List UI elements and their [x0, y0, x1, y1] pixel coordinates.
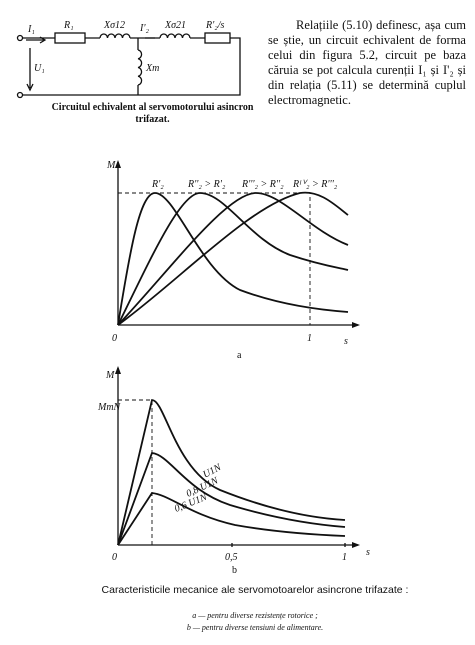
curve-label: Rᴵⱽ₂ > R'''₂: [292, 179, 338, 190]
paragraph: Relațiile (5.10) definesc, așa cum se șt…: [268, 18, 466, 107]
curve-label: R'₂: [151, 179, 164, 190]
curve-label: R'''₂ > R''₂: [241, 179, 284, 190]
x-tick-label: 0,5: [225, 552, 238, 563]
curve-label: R''₂ > R'₂: [187, 179, 226, 190]
label: I₁: [27, 24, 35, 35]
label: R₁: [63, 20, 74, 31]
caption-box: Circuitul echivalent al servomotorului a…: [51, 102, 254, 125]
caption-line: a — pentru diverse rezistențe rotorice ;: [192, 611, 318, 620]
figure-a: M R'₂ R''₂ > R'₂ R'''₂ > R''₂ Rᴵⱽ₂ > R''…: [106, 160, 360, 361]
circuit-caption: Circuitul echivalent al servomotorului a…: [51, 102, 254, 125]
label: I'₂: [139, 23, 149, 34]
figure-b: M MmN U1N 0,8 U1N 0,6 U1N 0 0,5 1 s b: [97, 366, 370, 576]
y-label: M: [106, 160, 116, 171]
panel-label: a: [237, 350, 242, 361]
panel-label: b: [232, 565, 237, 576]
x-tick-label: 1: [342, 552, 347, 563]
label: R'₂/s: [205, 20, 225, 31]
label: Xσ12: [103, 20, 125, 31]
x-label: s: [366, 547, 370, 558]
label: Xσ21: [164, 20, 186, 31]
figure-caption: Caracteristicile mecanice ale servomotoa…: [102, 584, 409, 596]
x-tick-label: 0: [112, 552, 117, 563]
x-tick-label: 1: [307, 333, 312, 344]
label: U₁: [34, 63, 45, 74]
peak-label: MmN: [97, 402, 122, 413]
label: Xm: [145, 63, 159, 74]
x-label: s: [344, 336, 348, 347]
caption-line: b — pentru diverse tensiuni de alimentar…: [187, 623, 323, 632]
y-label: M: [105, 370, 115, 381]
x-tick-label: 0: [112, 333, 117, 344]
circuit: I₁ R₁ Xσ12 I'₂ Xσ21 R'₂/s Xm U₁: [16, 20, 241, 99]
